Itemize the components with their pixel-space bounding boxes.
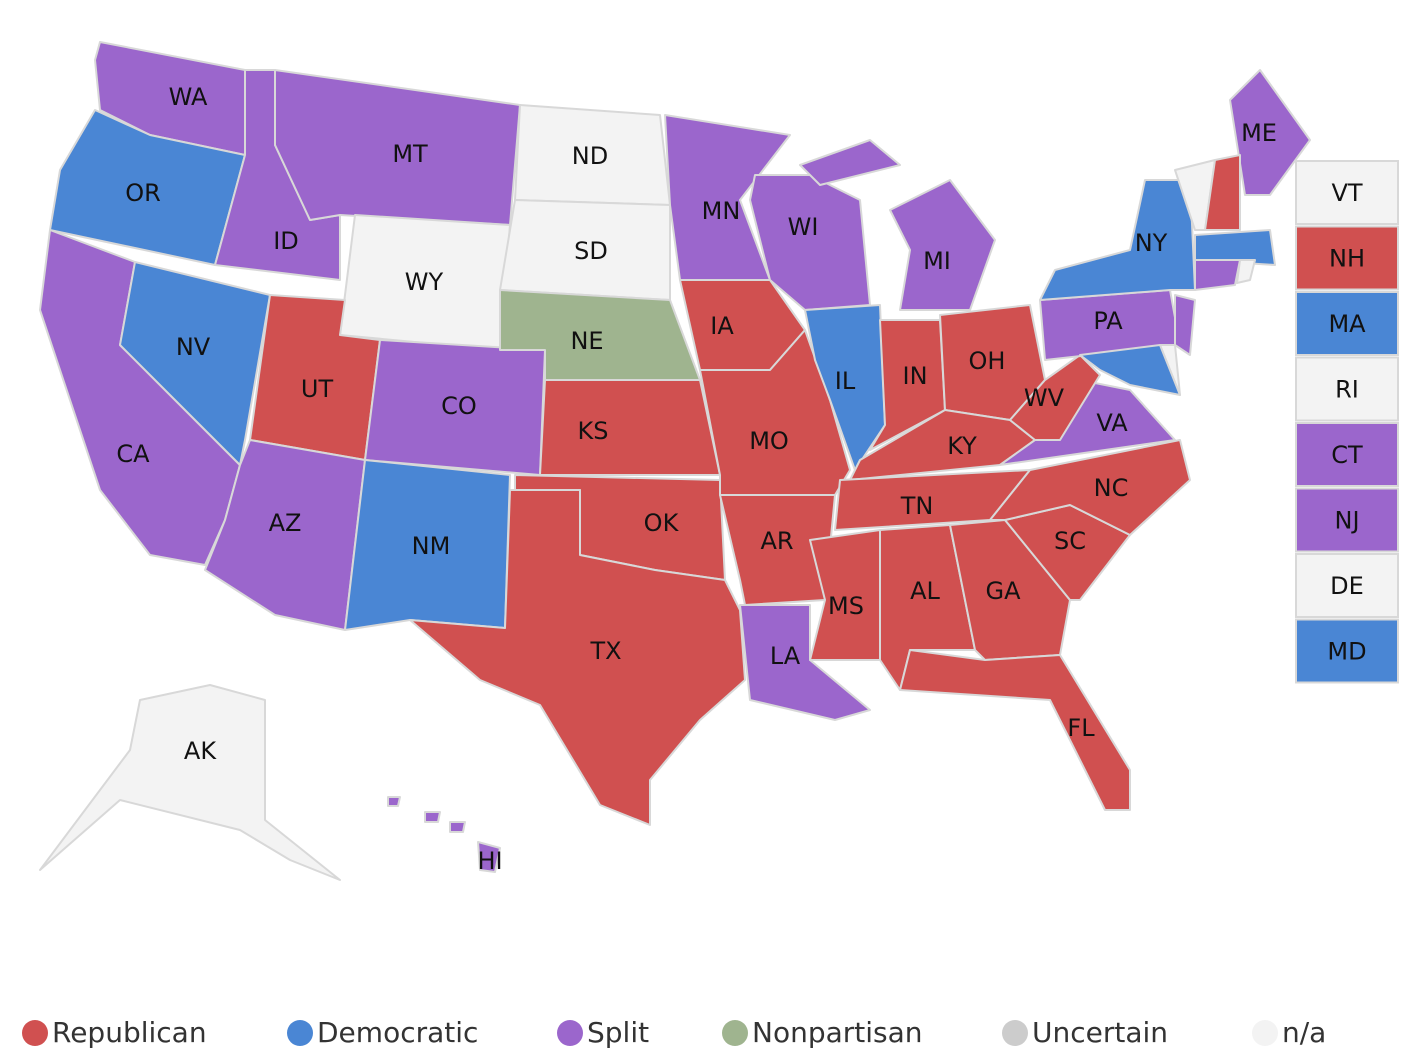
state-shape (989, 439, 1191, 536)
state-label: NM (412, 532, 451, 560)
state-label: LA (770, 642, 801, 670)
state-label: HI (477, 847, 502, 875)
state-label: NE (570, 327, 603, 355)
state-shape (1229, 69, 1311, 196)
state-label: SC (1054, 527, 1086, 555)
state-tile (1295, 291, 1399, 356)
state-label: CO (441, 392, 477, 420)
state-shape (119, 261, 271, 466)
state-label: MI (923, 247, 951, 275)
state-shape (1194, 259, 1241, 291)
state-shape (739, 604, 871, 721)
legend-label: Uncertain (1032, 1016, 1168, 1049)
state-tile (1295, 225, 1399, 291)
state-shape (424, 811, 441, 823)
legend-swatch (287, 1020, 313, 1046)
legend-swatch (22, 1020, 48, 1046)
state-shape (539, 379, 721, 476)
state-label: TN (900, 492, 934, 520)
state-label: MO (749, 427, 789, 455)
state-label: AR (760, 527, 793, 555)
state-label: OH (969, 347, 1006, 375)
state-shape (889, 179, 996, 311)
state-label: OR (125, 179, 161, 207)
state-label: ME (1241, 119, 1277, 147)
legend-label: n/a (1282, 1016, 1326, 1049)
state-shape (387, 796, 401, 807)
state-shape (809, 529, 881, 661)
state-shape (1039, 179, 1196, 301)
state-tile (1295, 553, 1399, 618)
legend-swatch (1002, 1020, 1028, 1046)
state-label: FL (1067, 714, 1095, 742)
state-label: CT (1331, 441, 1363, 469)
state-label: NC (1094, 474, 1129, 502)
state-label: UT (301, 375, 334, 403)
state-label: IL (835, 367, 856, 395)
state-shape (1236, 259, 1256, 284)
state-label: TX (589, 637, 621, 665)
state-label: WA (169, 83, 208, 111)
state-shape (477, 841, 501, 873)
state-tile (1295, 618, 1399, 684)
state-label: MN (702, 197, 741, 225)
state-label: DE (1330, 572, 1364, 600)
state-label: MS (828, 592, 864, 620)
state-label: VA (1096, 409, 1128, 437)
state-label: KY (947, 432, 977, 460)
state-shape (1194, 229, 1276, 266)
state-label: GA (985, 577, 1021, 605)
state-shape (719, 494, 836, 606)
state-label: NJ (1334, 507, 1359, 535)
legend-swatch (557, 1020, 583, 1046)
state-shape (449, 821, 466, 833)
state-label: PA (1093, 307, 1123, 335)
state-shape (869, 319, 946, 451)
state-label: RI (1335, 376, 1359, 404)
state-tile (1295, 487, 1399, 553)
state-label: WI (788, 213, 819, 241)
legend-label: Democratic (317, 1016, 478, 1049)
state-label: ID (273, 227, 299, 255)
state-label: AL (910, 577, 940, 605)
state-shape (1204, 154, 1241, 231)
state-tile (1295, 160, 1399, 225)
state-shape (39, 684, 341, 881)
state-label: MD (1327, 638, 1366, 666)
legend-label: Nonpartisan (752, 1016, 923, 1049)
state-shape (1079, 344, 1181, 396)
state-label: MA (1328, 310, 1366, 338)
state-label: CA (116, 440, 150, 468)
state-shape (1009, 354, 1101, 441)
state-label: AK (184, 737, 217, 765)
state-label: OK (644, 509, 680, 537)
legend-label: Split (587, 1016, 649, 1049)
state-label: AZ (269, 509, 302, 537)
state-label: WV (1024, 384, 1065, 412)
state-label: ND (572, 142, 608, 170)
state-label: IN (902, 362, 927, 390)
state-label: MT (392, 140, 428, 168)
state-tile (1295, 422, 1399, 487)
legend-swatch (1252, 1020, 1278, 1046)
state-shape (899, 649, 1131, 811)
state-label: SD (574, 237, 608, 265)
state-label: NY (1135, 229, 1168, 257)
state-shape (699, 329, 851, 496)
state-label: NH (1329, 245, 1365, 273)
legend-swatch (722, 1020, 748, 1046)
state-label: WY (405, 268, 444, 296)
state-shape (999, 379, 1176, 466)
state-label: VT (1331, 179, 1362, 207)
state-shape (799, 139, 901, 186)
state-label: IA (710, 312, 734, 340)
state-label: KS (578, 417, 609, 445)
state-tile (1295, 356, 1399, 422)
state-shape (409, 489, 746, 826)
legend-label: Republican (52, 1016, 207, 1049)
state-shape (1174, 294, 1196, 356)
state-label: NV (176, 333, 211, 361)
